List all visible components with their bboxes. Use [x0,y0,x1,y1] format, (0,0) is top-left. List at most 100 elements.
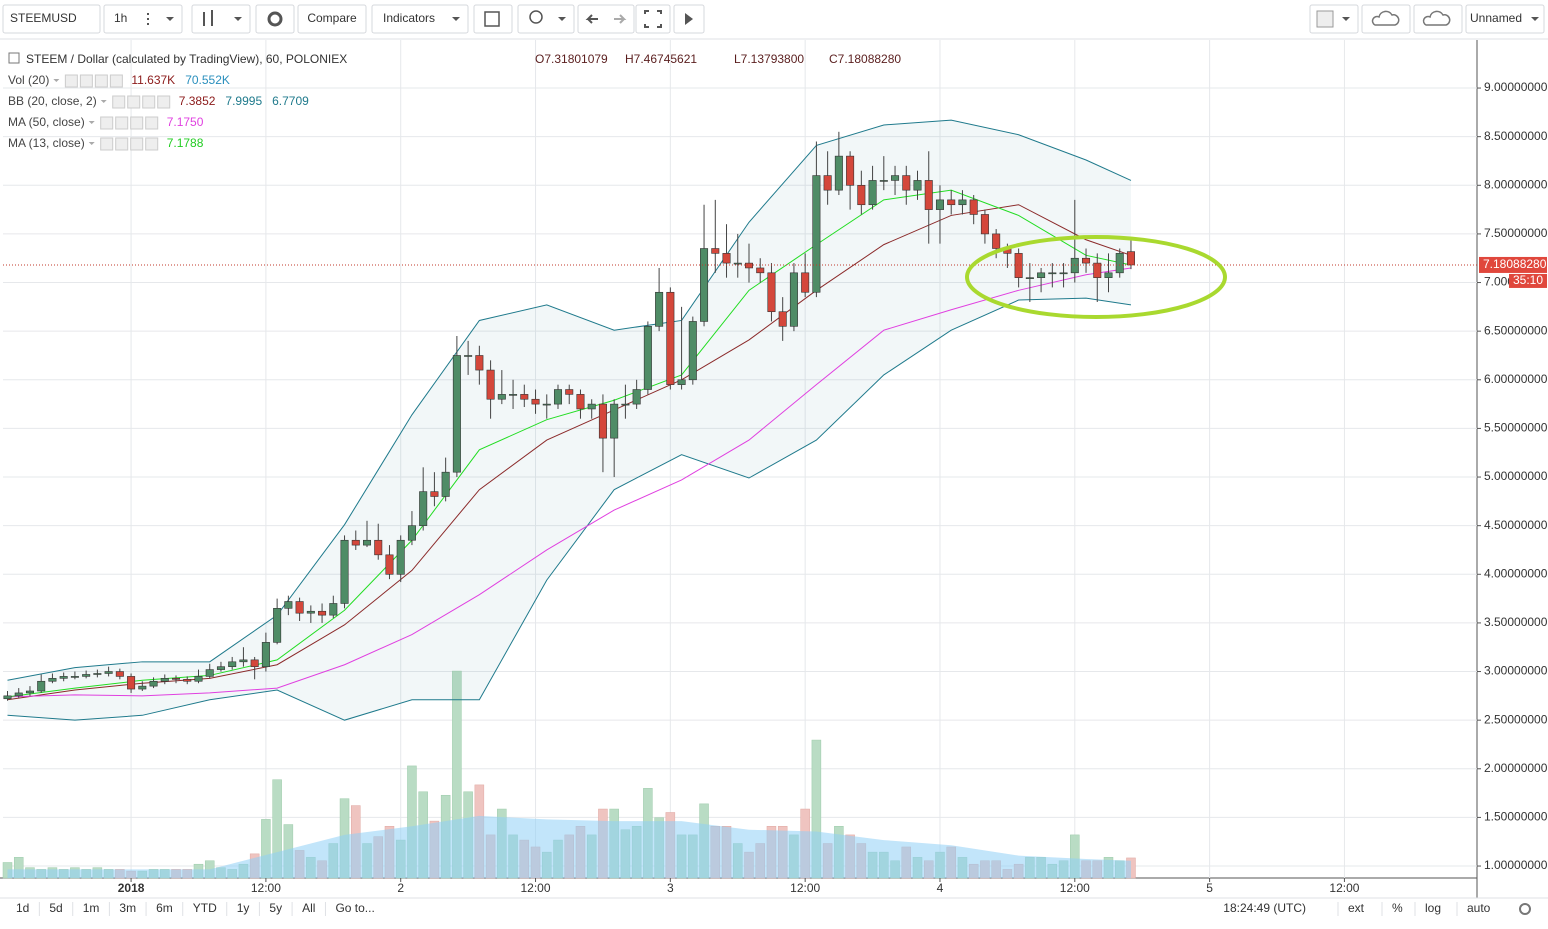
ideas-button[interactable] [517,4,575,34]
candle-body [1104,272,1113,278]
option-button[interactable]: ext [1348,901,1365,915]
legend-icon[interactable] [79,74,93,88]
layout-name-box[interactable] [1465,4,1545,34]
candle-body [598,403,607,439]
candle-body [138,685,147,690]
symbol-box[interactable] [2,4,101,34]
candle-body [115,671,124,677]
candle-body [306,610,315,614]
y-tick-label: 5.50000000 [1484,421,1548,435]
option-button[interactable]: log [1425,901,1441,915]
range-button[interactable]: 5d [49,901,62,915]
candle-body [632,389,641,405]
undo-icon [585,14,598,24]
plot [2,40,1477,879]
candle-body [1048,272,1057,275]
volume-ma-area [7,815,1131,878]
indicators-button[interactable] [371,4,469,34]
undo-redo[interactable] [577,4,635,34]
goto-button[interactable]: Go to... [335,901,374,915]
candle-body [486,369,495,400]
compare-button[interactable] [297,4,367,34]
ohlc-label: C7.18088280 [829,52,901,66]
range-button[interactable]: 3m [119,901,136,915]
cloud-icon [1422,10,1451,26]
settings-button[interactable] [255,4,295,34]
symbol[interactable]: STEEMUSD [10,11,77,25]
legend-icon[interactable] [100,137,114,151]
candle-body [318,610,327,616]
y-tick-label: 2.00000000 [1484,761,1548,775]
legend-icon[interactable] [109,74,123,88]
layout-name[interactable]: Unnamed [1470,11,1522,25]
fullscreen-button[interactable] [635,4,671,34]
alert-button[interactable] [473,4,513,34]
candle-body [374,539,383,556]
candle-body [924,180,933,210]
legend-icon[interactable] [64,74,78,88]
save-button[interactable] [1413,4,1463,34]
range-button[interactable]: 1m [83,901,100,915]
legend-icon[interactable] [145,137,159,151]
legend-name: BB (20, close, 2) [8,94,97,108]
range-button[interactable]: YTD [193,901,217,915]
legend-icon[interactable] [115,137,129,151]
candle-body [565,389,574,395]
band-upper [7,119,1132,681]
settings-icon[interactable] [1519,903,1531,915]
legend-icon[interactable] [130,137,144,151]
option-button[interactable]: % [1392,901,1403,915]
y-tick-label: 4.50000000 [1484,518,1548,532]
legend-icon[interactable] [157,95,171,109]
candle-body [587,403,596,410]
candle-body [980,214,989,235]
candle-body [756,267,765,274]
candle-body [228,661,237,667]
interval[interactable]: 1h [114,11,127,25]
candle-body [520,394,529,400]
legend-icon[interactable] [112,95,126,109]
range-button[interactable]: All [302,901,315,915]
candle-body [879,180,888,182]
candle-body [172,678,181,680]
candle-body [194,676,203,682]
indicators-label[interactable]: Indicators [383,11,435,25]
load-button[interactable] [1361,4,1411,34]
legend-dropdown [100,100,107,103]
y-tick-label: 2.50000000 [1484,712,1548,726]
candle-body [1037,272,1046,278]
legend-icon[interactable] [142,95,156,109]
candle-body [385,554,394,575]
legend-icon[interactable] [145,116,159,130]
x-tick-label: 12:00 [521,881,551,895]
x-tick-label: 2 [397,881,404,895]
range-button[interactable]: 6m [156,901,173,915]
band-lower [7,297,1132,721]
range-button[interactable]: 5y [269,901,282,915]
legend-icon[interactable] [115,116,129,130]
legend-icon[interactable] [127,95,141,109]
layout-icon [1316,10,1334,28]
range-button[interactable]: 1d [16,901,29,915]
range-button[interactable]: 1y [237,901,250,915]
candle-body [1014,253,1023,278]
compare-label[interactable]: Compare [307,11,357,25]
legend-icon[interactable] [130,116,144,130]
candle-body [127,676,136,690]
candle-body [48,678,57,682]
ohlc-label: O7.31801079 [535,52,608,66]
candle-body [340,539,349,604]
legend-value: 7.1750 [167,115,204,129]
legend-icon[interactable] [94,74,108,88]
dropdown-icon [1531,17,1539,21]
interval-box[interactable] [103,4,183,34]
candle-body [70,676,79,678]
collapse-box [8,52,20,64]
candle-body [183,679,192,682]
candle-body [789,272,798,327]
candle-body [733,262,742,265]
option-button[interactable]: auto [1467,901,1491,915]
legend-icon[interactable] [100,116,114,130]
dropdown-icon [1342,17,1350,21]
chart-type-button[interactable] [191,4,251,34]
